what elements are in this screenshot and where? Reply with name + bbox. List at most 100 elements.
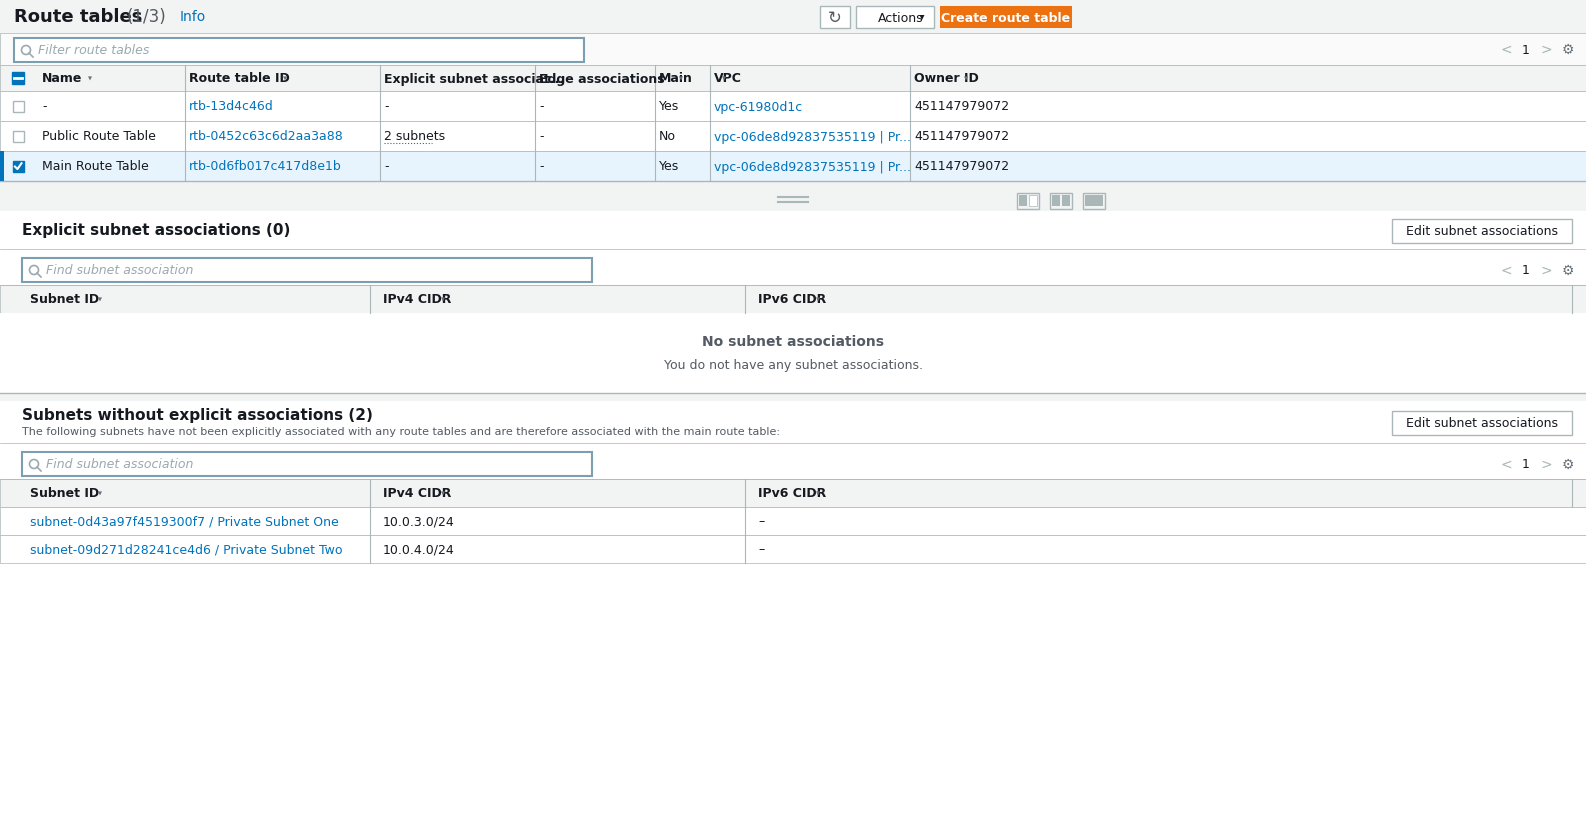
Bar [820,7,850,29]
Bar [0,122,1586,152]
Text: Filter route tables: Filter route tables [38,45,149,57]
Bar [1017,194,1039,210]
Bar [0,189,1586,212]
Bar [14,39,584,63]
Bar [0,0,1586,34]
Text: 1: 1 [1523,44,1530,56]
Text: Explicit subnet associat...: Explicit subnet associat... [384,73,565,85]
Text: subnet-0d43a97f4519300f7 / Private Subnet One: subnet-0d43a97f4519300f7 / Private Subne… [30,515,339,528]
Bar [856,7,934,29]
Bar [0,254,1586,285]
Text: Name: Name [41,73,82,85]
Bar [940,7,1072,29]
Text: vpc-61980d1c: vpc-61980d1c [714,100,803,113]
Text: >: > [1540,264,1551,278]
Text: 1: 1 [1523,458,1530,471]
Polygon shape [817,492,820,496]
Bar [0,152,1586,182]
Text: 1: 1 [1523,264,1530,277]
Text: Edit subnet associations: Edit subnet associations [1407,225,1557,238]
Text: <: < [1500,457,1511,471]
Text: IPv6 CIDR: IPv6 CIDR [758,293,826,306]
Text: IPv4 CIDR: IPv4 CIDR [382,293,452,306]
Text: ↻: ↻ [828,9,842,27]
Bar [0,66,1586,92]
Text: vpc-06de8d92837535119 | Pr...: vpc-06de8d92837535119 | Pr... [714,131,910,143]
Bar [1018,196,1028,207]
Polygon shape [98,492,102,496]
Text: -: - [384,100,389,113]
Bar [1063,196,1071,207]
Text: No: No [660,131,676,143]
Text: -: - [41,100,46,113]
Text: rtb-13d4c46d: rtb-13d4c46d [189,100,274,113]
Text: Main: Main [660,73,693,85]
Text: The following subnets have not been explicitly associated with any route tables : The following subnets have not been expl… [22,427,780,437]
Text: Yes: Yes [660,100,679,113]
Bar [0,34,1586,66]
Text: IPv6 CIDR: IPv6 CIDR [758,487,826,500]
Bar [0,92,1586,122]
Bar [0,402,1586,443]
Text: Yes: Yes [660,160,679,174]
Text: Subnet ID: Subnet ID [30,487,98,500]
Bar [0,447,1586,480]
Polygon shape [964,77,967,81]
Text: >: > [1540,457,1551,471]
Bar [1050,194,1072,210]
Text: >: > [1540,43,1551,57]
Text: IPv4 CIDR: IPv4 CIDR [382,487,452,500]
Polygon shape [679,77,684,81]
Bar [1029,196,1037,207]
Bar [0,313,1586,394]
Text: Find subnet association: Find subnet association [46,264,193,277]
Text: ⚙: ⚙ [1562,43,1575,57]
Polygon shape [722,77,726,81]
Text: <: < [1500,43,1511,57]
Text: Info: Info [179,10,206,24]
Bar [1393,220,1572,244]
Text: <: < [1500,264,1511,278]
Bar [22,259,592,283]
Text: -: - [539,100,544,113]
Text: Explicit subnet associations (0): Explicit subnet associations (0) [22,223,290,238]
Text: vpc-06de8d92837535119 | Pr...: vpc-06de8d92837535119 | Pr... [714,160,910,174]
Bar [13,73,24,85]
Text: 451147979072: 451147979072 [914,100,1009,113]
Bar [1393,412,1572,436]
Text: Subnets without explicit associations (2): Subnets without explicit associations (2… [22,408,373,423]
Text: Subnet ID: Subnet ID [30,293,98,306]
Bar [0,508,1586,535]
Text: –: – [758,515,764,528]
Polygon shape [441,492,446,496]
Text: 10.0.3.0/24: 10.0.3.0/24 [382,515,455,528]
Text: Route table ID: Route table ID [189,73,290,85]
Text: Owner ID: Owner ID [914,73,979,85]
Bar [0,535,1586,563]
Polygon shape [920,16,925,21]
Text: Public Route Table: Public Route Table [41,131,155,143]
Text: 451147979072: 451147979072 [914,131,1009,143]
Text: –: – [758,543,764,556]
Text: ⚙: ⚙ [1562,264,1575,278]
Text: (1/3): (1/3) [127,8,167,26]
Text: -: - [384,160,389,174]
Text: rtb-0d6fb017c417d8e1b: rtb-0d6fb017c417d8e1b [189,160,341,174]
Text: subnet-09d271d28241ce4d6 / Private Subnet Two: subnet-09d271d28241ce4d6 / Private Subne… [30,543,343,556]
Polygon shape [817,298,820,302]
Text: -: - [539,160,544,174]
Bar [13,102,24,112]
Polygon shape [87,77,92,81]
Polygon shape [282,77,287,81]
Text: rtb-0452c63c6d2aa3a88: rtb-0452c63c6d2aa3a88 [189,131,344,143]
Bar [13,131,24,142]
Bar [0,480,1586,508]
Text: VPC: VPC [714,73,742,85]
Text: Actions: Actions [879,12,923,25]
Text: 10.0.4.0/24: 10.0.4.0/24 [382,543,455,556]
Text: Edit subnet associations: Edit subnet associations [1407,417,1557,430]
Bar [1052,196,1059,207]
Text: Main Route Table: Main Route Table [41,160,149,174]
Text: 451147979072: 451147979072 [914,160,1009,174]
Polygon shape [441,298,446,302]
